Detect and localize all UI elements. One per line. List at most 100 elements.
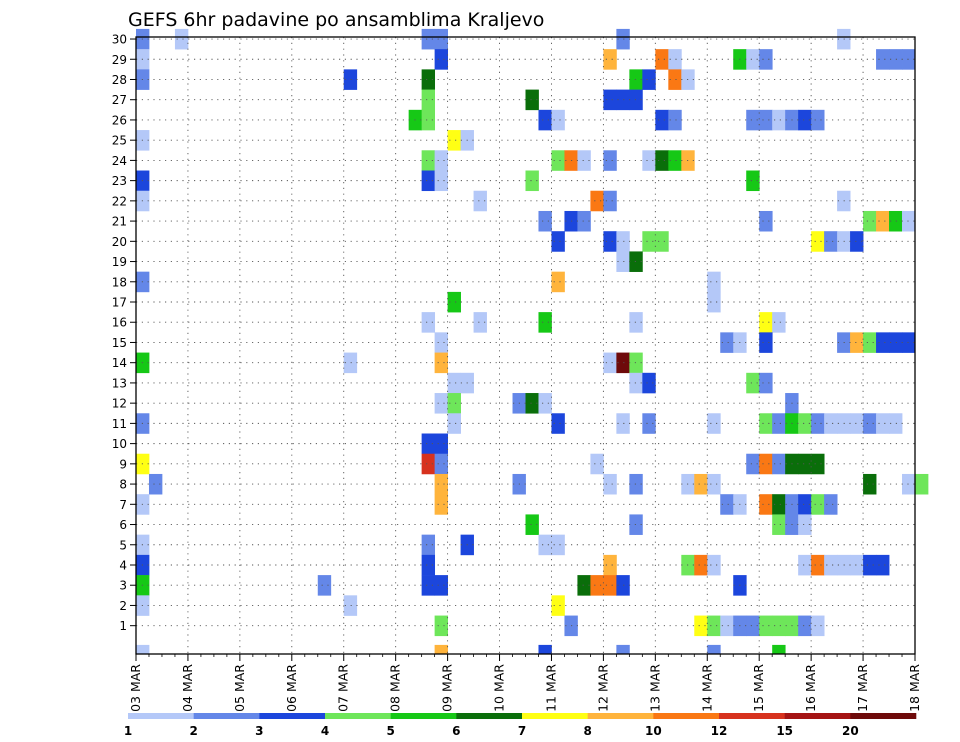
heatmap-cell: [642, 413, 656, 434]
heatmap-cell: [603, 89, 617, 111]
heatmap-cell: [863, 332, 877, 353]
heatmap-cell: [902, 473, 916, 495]
x-tick-label: 15 MAR: [751, 664, 766, 712]
heatmap-cell: [434, 615, 448, 637]
heatmap-cell: [772, 615, 786, 637]
heatmap-cell: [798, 109, 812, 131]
colorbar-segment: [784, 713, 851, 719]
heatmap-cell: [317, 575, 332, 596]
y-tick-label: 21: [112, 215, 127, 229]
heatmap-cell: [863, 554, 877, 576]
heatmap-cell: [759, 615, 773, 637]
heatmap-cell: [421, 69, 436, 90]
heatmap-cell: [772, 453, 786, 475]
y-tick-label: 2: [119, 599, 127, 613]
heatmap-cell: [759, 413, 773, 434]
heatmap-cell: [538, 644, 552, 655]
x-tick-label: 04 MAR: [180, 664, 195, 712]
heatmap-cell: [759, 372, 773, 394]
heatmap-cell: [876, 332, 890, 353]
y-tick-label: 25: [112, 134, 127, 148]
heatmap-cell: [759, 332, 773, 353]
heatmap-cell: [434, 433, 448, 455]
heatmap-cell: [876, 210, 890, 232]
heatmap-cell: [902, 332, 916, 353]
heatmap-cell: [473, 312, 487, 333]
y-axis: 1234567891011121314151617181920212223242…: [112, 33, 136, 633]
x-tick-label: 06 MAR: [284, 664, 299, 712]
heatmap-cell: [421, 554, 436, 576]
heatmap-cell: [434, 352, 448, 374]
heatmap-cell: [538, 534, 552, 556]
heatmap-cell: [447, 291, 461, 313]
y-tick-label: 12: [112, 397, 127, 411]
heatmap-cell: [876, 554, 890, 576]
heatmap-cell: [421, 312, 436, 333]
heatmap-cell: [447, 393, 461, 414]
heatmap-cell: [616, 231, 630, 252]
heatmap-cell: [863, 473, 877, 495]
heatmap-cell: [629, 352, 643, 374]
heatmap-cell: [551, 534, 565, 556]
heatmap-cell: [772, 413, 786, 434]
y-tick-label: 7: [119, 498, 127, 512]
heatmap-cell: [863, 210, 877, 232]
colorbar-label: 20: [842, 724, 859, 738]
heatmap-cell: [447, 372, 461, 394]
heatmap-cell: [772, 514, 786, 535]
colorbar-label: 6: [452, 724, 460, 738]
y-tick-label: 27: [112, 93, 127, 107]
heatmap-cell: [707, 271, 721, 293]
heatmap-cell: [434, 393, 448, 414]
heatmap-cell: [434, 332, 448, 353]
heatmap-cell: [668, 69, 682, 90]
heatmap-cell: [707, 554, 721, 576]
heatmap-cell: [447, 130, 461, 151]
heatmap-cell: [655, 109, 669, 131]
heatmap-cell: [616, 575, 630, 596]
heatmap-cells: [136, 28, 929, 655]
heatmap-cell: [824, 413, 838, 434]
x-tick-label: 11 MAR: [543, 664, 558, 712]
x-tick-label: 14 MAR: [699, 664, 714, 712]
heatmap-cell: [824, 494, 838, 515]
heatmap-cell: [889, 413, 903, 434]
colorbar-segment: [522, 713, 588, 719]
heatmap-cell: [616, 251, 630, 272]
x-tick-label: 03 MAR: [128, 664, 143, 712]
heatmap-cell: [668, 109, 682, 131]
heatmap-cell: [694, 615, 708, 637]
heatmap-cell: [629, 312, 643, 333]
heatmap-cell: [811, 109, 825, 131]
heatmap-cell: [629, 251, 643, 272]
colorbar-segment: [259, 713, 326, 719]
heatmap-cell: [434, 644, 448, 655]
x-axis: 03 MAR 04 MAR 05 MAR 06 MAR 07 MAR 08 MAR 09 M…: [128, 654, 922, 712]
y-tick-label: 17: [112, 296, 127, 310]
heatmap-cell: [824, 554, 838, 576]
heatmap-cell: [538, 109, 552, 131]
heatmap-cell: [434, 150, 448, 171]
x-tick-label: 10 MAR: [492, 664, 507, 712]
heatmap-cell: [746, 615, 760, 637]
heatmap-cell: [421, 433, 436, 455]
heatmap-cell: [642, 69, 656, 90]
heatmap-cell: [655, 49, 669, 70]
y-tick-label: 13: [112, 376, 127, 390]
heatmap-cell: [850, 554, 864, 576]
heatmap-cell: [642, 231, 656, 252]
heatmap-cell: [616, 413, 630, 434]
heatmap-cell: [551, 109, 565, 131]
heatmap-cell: [629, 89, 643, 111]
heatmap-cell: [629, 473, 643, 495]
heatmap-cell: [603, 352, 617, 374]
heatmap-cell: [746, 372, 760, 394]
colorbar-segment: [456, 713, 523, 719]
x-tick-label: 17 MAR: [855, 664, 870, 712]
y-tick-label: 18: [112, 275, 127, 289]
heatmap-cell: [876, 413, 890, 434]
heatmap-cell: [772, 644, 786, 655]
heatmap-cell: [421, 575, 436, 596]
heatmap-cell: [616, 89, 630, 111]
